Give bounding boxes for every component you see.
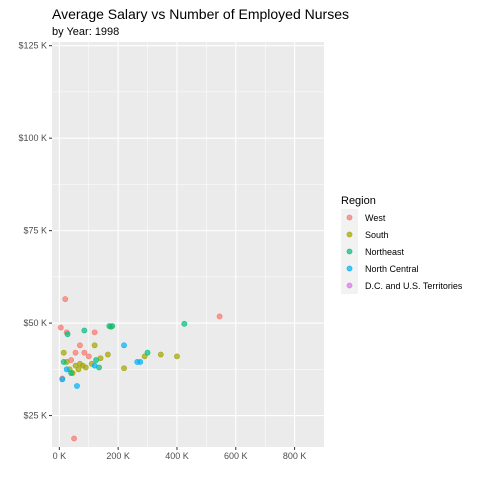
- data-point: [74, 383, 80, 389]
- x-tick-label: 0 K: [53, 451, 67, 461]
- data-point: [63, 366, 70, 373]
- data-point: [64, 331, 71, 338]
- legend-title: Region: [341, 195, 376, 207]
- y-tick-label: $100 K: [18, 133, 47, 143]
- data-point: [93, 357, 100, 363]
- data-point: [91, 329, 98, 336]
- data-point: [71, 435, 77, 442]
- data-point: [68, 370, 75, 376]
- data-points: [57, 296, 223, 442]
- data-point: [59, 376, 66, 383]
- data-point: [62, 296, 69, 302]
- data-point: [72, 349, 79, 356]
- plot-panel: [52, 42, 324, 447]
- data-point: [181, 320, 188, 327]
- axis-ticks: 0 K 200 K 400 K 600 K 800 K $25 K $50 K $75 K $1…: [18, 41, 306, 461]
- grid-lines: [52, 42, 324, 447]
- x-tick-label: 600 K: [224, 451, 248, 461]
- legend: Region West South Northeast North Central D.…: [341, 195, 463, 294]
- data-point: [60, 359, 67, 365]
- legend-key-point: [346, 248, 353, 255]
- data-point: [57, 324, 64, 331]
- data-point: [121, 365, 127, 372]
- data-point: [77, 342, 83, 349]
- data-point: [141, 353, 148, 360]
- x-tick-label: 200 K: [106, 451, 130, 461]
- data-point: [216, 313, 223, 320]
- legend-key-point: [346, 231, 353, 238]
- data-point: [91, 362, 98, 369]
- data-point: [81, 349, 88, 356]
- data-point: [174, 353, 180, 360]
- data-point: [82, 364, 89, 371]
- legend-label: D.C. and U.S. Territories: [365, 281, 463, 291]
- legend-label: North Central: [365, 264, 419, 274]
- data-point: [85, 353, 92, 360]
- data-point: [75, 366, 82, 373]
- y-tick-label: $125 K: [18, 41, 47, 51]
- chart-subtitle: by Year: 1998: [52, 26, 119, 38]
- data-point: [91, 342, 98, 349]
- data-point: [104, 351, 111, 358]
- legend-key-point: [346, 265, 353, 272]
- data-point: [157, 351, 164, 358]
- data-point: [109, 323, 116, 329]
- legend-key-point: [346, 214, 353, 221]
- y-tick-label: $75 K: [23, 226, 47, 236]
- chart-title: Average Salary vs Number of Employed Nur…: [52, 6, 349, 22]
- data-point: [81, 327, 88, 334]
- x-tick-label: 800 K: [283, 451, 307, 461]
- legend-key-point: [346, 282, 353, 289]
- legend-label: West: [365, 213, 386, 223]
- legend-label: Northeast: [365, 247, 405, 257]
- y-tick-label: $25 K: [23, 411, 47, 421]
- legend-label: South: [365, 230, 389, 240]
- data-point: [144, 349, 151, 356]
- y-tick-label: $50 K: [23, 318, 47, 328]
- data-point: [60, 349, 67, 356]
- x-tick-label: 400 K: [165, 451, 189, 461]
- data-point: [121, 342, 127, 349]
- data-point: [137, 359, 144, 365]
